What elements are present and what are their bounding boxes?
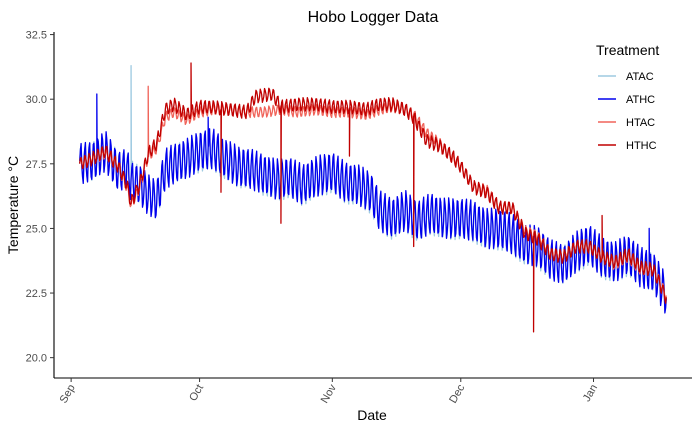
y-tick-label: 25.0 <box>26 223 47 235</box>
x-tick-label: Jan <box>581 383 600 404</box>
y-tick-label: 32.5 <box>26 30 47 42</box>
x-tick-label: Sep <box>58 383 78 406</box>
y-tick-label: 27.5 <box>26 159 47 171</box>
x-tick-label: Dec <box>447 382 467 405</box>
y-axis-title: Temperature °C <box>5 156 21 254</box>
legend-items: ATAC ATHC HTAC HTHC <box>598 71 657 152</box>
y-tick-label: 22.5 <box>26 288 47 300</box>
y-tick-label: 20.0 <box>26 353 47 365</box>
legend: Treatment ATAC ATHC HTAC HTHC <box>596 42 659 152</box>
legend-label-athc: ATHC <box>626 94 655 106</box>
series-line-hthc <box>79 62 667 333</box>
x-ticks: Sep Oct Nov Dec Jan <box>58 378 600 406</box>
chart-title: Hobo Logger Data <box>308 9 439 26</box>
x-tick-label: Nov <box>319 382 339 405</box>
series-layer <box>79 62 667 333</box>
series-line-athc <box>79 93 667 314</box>
legend-label-atac: ATAC <box>626 71 654 83</box>
x-axis-title: Date <box>357 407 387 423</box>
legend-label-htac: HTAC <box>626 117 655 129</box>
y-ticks: 20.0 22.5 25.0 27.5 30.0 32.5 <box>26 30 54 365</box>
x-tick-label: Oct <box>187 383 206 404</box>
y-tick-label: 30.0 <box>26 94 47 106</box>
legend-title: Treatment <box>596 42 659 58</box>
legend-label-hthc: HTHC <box>626 140 657 152</box>
